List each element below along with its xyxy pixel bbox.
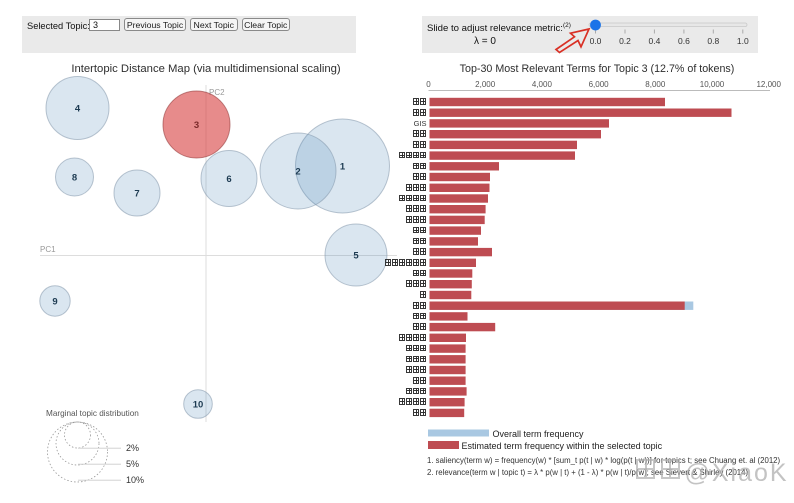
svg-text:0.2: 0.2 (619, 36, 631, 46)
svg-text:10: 10 (193, 400, 204, 411)
svg-text:4: 4 (75, 104, 81, 115)
svg-text:0.8: 0.8 (707, 36, 719, 46)
svg-text:7: 7 (134, 189, 139, 200)
svg-text:8,000: 8,000 (645, 80, 666, 89)
svg-text:1: 1 (340, 162, 346, 173)
svg-text:0: 0 (426, 80, 431, 89)
svg-text:0.4: 0.4 (648, 36, 660, 46)
svg-text:PC2: PC2 (209, 88, 225, 97)
svg-text:9: 9 (52, 297, 57, 308)
svg-text:2%: 2% (126, 443, 139, 453)
svg-text:6: 6 (226, 174, 231, 185)
svg-text:4,000: 4,000 (532, 80, 553, 89)
svg-text:PC1: PC1 (40, 245, 56, 254)
svg-text:12,000: 12,000 (756, 80, 781, 89)
svg-text:5%: 5% (126, 459, 139, 469)
svg-text:6,000: 6,000 (589, 80, 610, 89)
svg-text:2: 2 (295, 167, 300, 178)
svg-text:1.0: 1.0 (737, 36, 749, 46)
svg-text:3: 3 (194, 120, 199, 131)
svg-text:8: 8 (72, 173, 77, 184)
svg-text:2,000: 2,000 (475, 80, 496, 89)
svg-text:10%: 10% (126, 475, 144, 485)
svg-text:0.6: 0.6 (678, 36, 690, 46)
svg-text:0.0: 0.0 (590, 36, 602, 46)
svg-text:10,000: 10,000 (700, 80, 725, 89)
svg-text:5: 5 (353, 251, 359, 262)
